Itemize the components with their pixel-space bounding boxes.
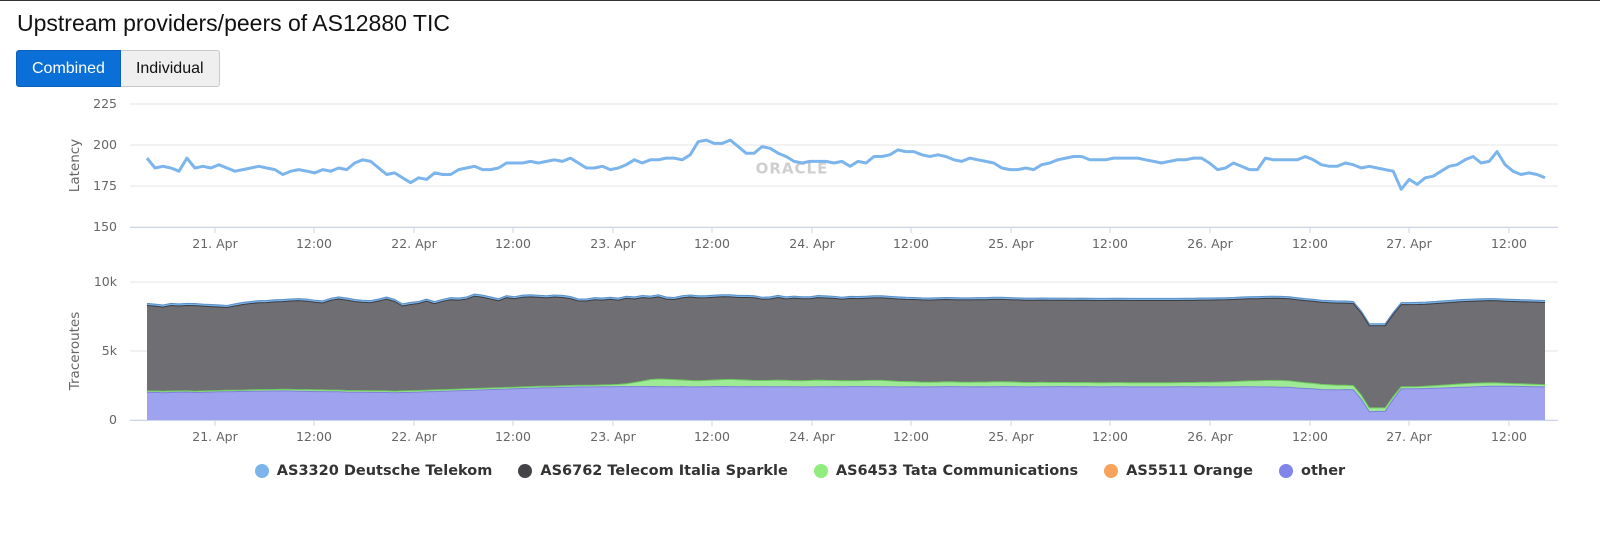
latency-ytick-label: 175 [93, 178, 117, 193]
legend-dot-icon [518, 464, 533, 478]
latency-xtick-label: 12:00 [495, 236, 531, 251]
area-telecom-italia [147, 296, 1545, 408]
traceroutes-xtick-label: 12:00 [893, 429, 929, 444]
traceroutes-xtick-label: 12:00 [1092, 429, 1128, 444]
traceroutes-xtick-label: 12:00 [495, 429, 531, 444]
legend-item-orange[interactable]: AS5511 Orange [1104, 463, 1253, 479]
area-telecom-italia-line [146, 295, 1546, 327]
legend-label: AS5511 Orange [1126, 463, 1253, 479]
latency-xtick-label: 24. Apr [789, 236, 835, 251]
combined-button[interactable]: Combined [16, 50, 121, 87]
traceroutes-xtick-label: 25. Apr [988, 429, 1034, 444]
legend-item-telecom-italia[interactable]: AS6762 Telecom Italia Sparkle [518, 463, 788, 479]
latency-xtick-label: 26. Apr [1187, 236, 1233, 251]
legend-dot-icon [254, 464, 269, 478]
traceroutes-xtick-label: 21. Apr [192, 429, 238, 444]
legend-dot-icon [1279, 464, 1293, 478]
traceroutes-xtick-label: 27. Apr [1386, 429, 1432, 444]
legend-label: other [1301, 463, 1346, 479]
legend-item-tata[interactable]: AS6453 Tata Communications [813, 463, 1079, 479]
legend-dot-icon [1104, 464, 1119, 478]
traceroutes-ytick-label: 10k [94, 274, 118, 289]
latency-xtick-label: 12:00 [296, 236, 332, 251]
charts-canvas: 225 200 175 150 21. Apr 12:00 22. Apr 12:00 23. … [67, 96, 1558, 444]
latency-ytick-label: 150 [93, 219, 117, 234]
latency-xtick-label: 12:00 [694, 236, 730, 251]
latency-watermark: ORACLE [756, 160, 829, 178]
latency-xtick-label: 25. Apr [988, 236, 1034, 251]
traceroutes-xtick-label: 22. Apr [391, 429, 437, 444]
traceroutes-xtick-label: 24. Apr [789, 429, 835, 444]
latency-xtick-label: 12:00 [1092, 236, 1128, 251]
legend-label: AS6453 Tata Communications [835, 463, 1079, 479]
area-other [147, 386, 1545, 420]
legend-dot-icon [813, 464, 828, 478]
area-tata-line [147, 378, 1546, 409]
traceroutes-ytick-label: 0 [109, 412, 117, 427]
traceroutes-xtick-label: 26. Apr [1187, 429, 1233, 444]
latency-ytick-label: 225 [93, 96, 117, 111]
page-title: Upstream providers/peers of AS12880 TIC [17, 10, 450, 36]
traceroutes-xtick-label: 12:00 [296, 429, 332, 444]
latency-ytick-label: 200 [93, 137, 117, 152]
traceroutes-xtick-label: 23. Apr [590, 429, 636, 444]
latency-series-line [145, 138, 1546, 191]
legend-label: AS6762 Telecom Italia Sparkle [540, 463, 788, 479]
area-tata [147, 379, 1545, 412]
area-other-line [147, 385, 1546, 413]
legend: AS3320 Deutsche Telekom AS6762 Telecom I… [0, 463, 1600, 479]
traceroutes-xtick-label: 12:00 [1292, 429, 1328, 444]
latency-xtick-label: 21. Apr [192, 236, 238, 251]
latency-xtick-label: 27. Apr [1386, 236, 1432, 251]
traceroutes-xtick-label: 12:00 [694, 429, 730, 444]
latency-xtick-label: 22. Apr [391, 236, 437, 251]
latency-xtick-label: 12:00 [893, 236, 929, 251]
top-border [0, 0, 1600, 1]
legend-item-other[interactable]: other [1279, 463, 1345, 479]
traceroutes-ytick-label: 5k [102, 343, 118, 358]
individual-button[interactable]: Individual [120, 50, 220, 87]
traceroutes-xtick-label: 12:00 [1491, 429, 1527, 444]
latency-xtick-label: 12:00 [1292, 236, 1328, 251]
legend-label: AS3320 Deutsche Telekom [276, 463, 493, 479]
latency-xtick-label: 23. Apr [590, 236, 636, 251]
area-deutsche-telekom-line [146, 293, 1546, 325]
traceroutes-y-axis-title: Traceroutes [67, 312, 83, 392]
latency-xtick-label: 12:00 [1491, 236, 1527, 251]
view-toggle: Combined Individual [16, 50, 220, 87]
latency-y-axis-title: Latency [67, 139, 83, 192]
legend-item-deutsche-telekom[interactable]: AS3320 Deutsche Telekom [254, 463, 493, 479]
